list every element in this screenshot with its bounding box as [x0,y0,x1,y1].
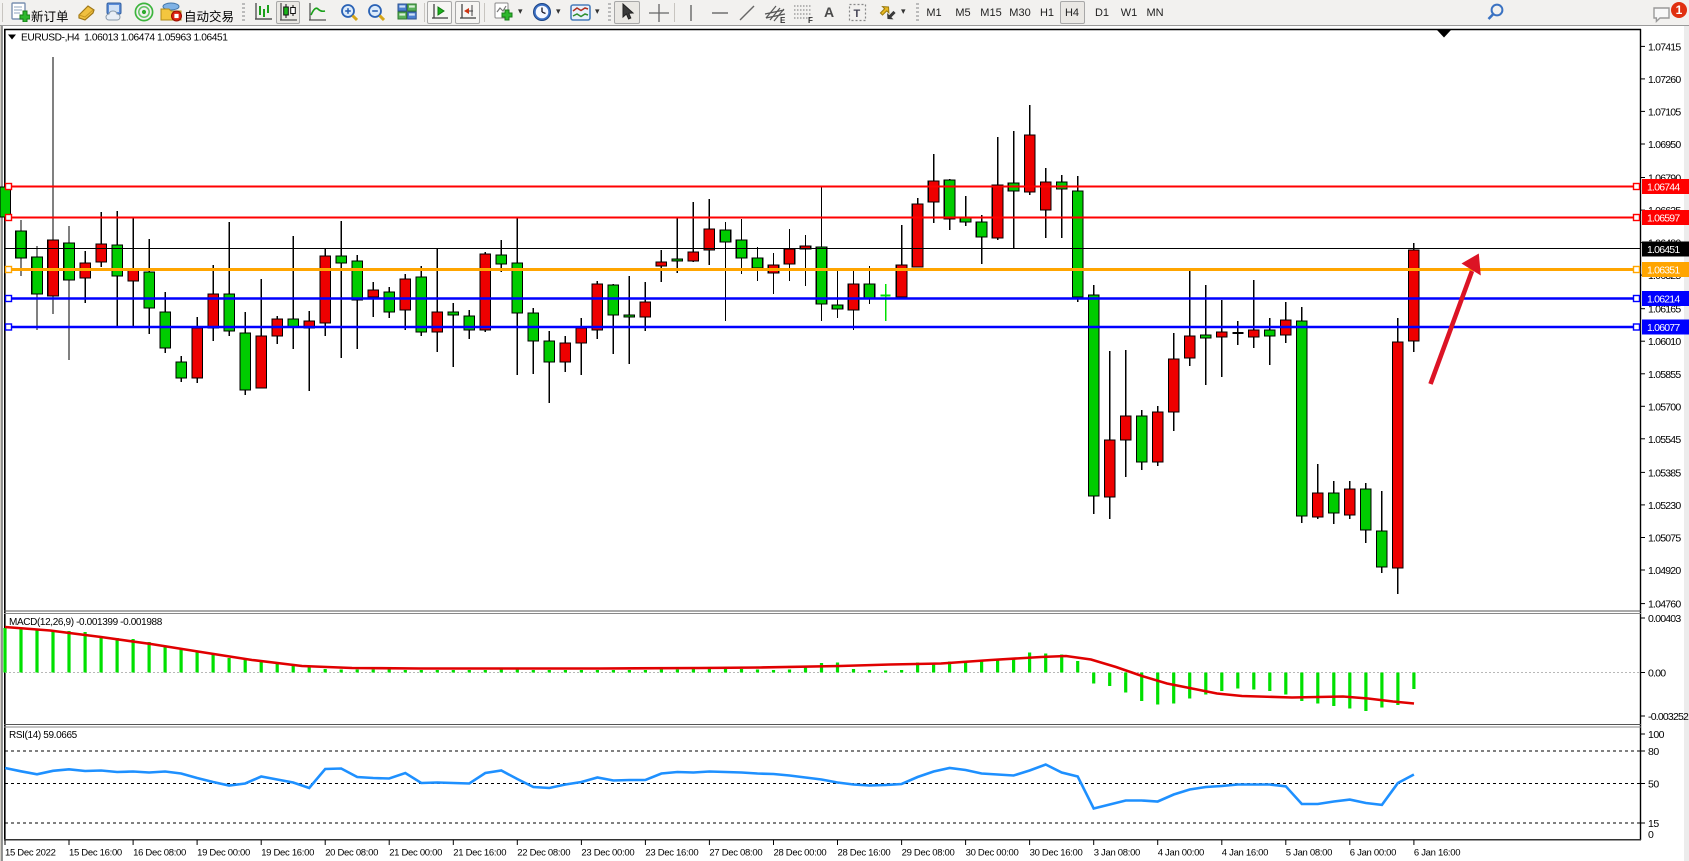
svg-text:1.05230: 1.05230 [1648,500,1681,512]
svg-text:16 Dec 08:00: 16 Dec 08:00 [133,848,186,859]
svg-text:1.06165: 1.06165 [1648,304,1681,316]
svg-text:E: E [780,16,786,24]
svg-text:T: T [854,8,861,20]
svg-text:1.06010: 1.06010 [1648,336,1681,348]
svg-text:28 Dec 16:00: 28 Dec 16:00 [838,848,891,859]
svg-text:5 Jan 08:00: 5 Jan 08:00 [1286,848,1332,859]
svg-text:6 Jan 00:00: 6 Jan 00:00 [1350,848,1396,859]
svg-text:3 Jan 08:00: 3 Jan 08:00 [1094,848,1140,859]
svg-text:MACD(12,26,9) -0.001399 -0.001: MACD(12,26,9) -0.001399 -0.001988 [9,617,163,628]
svg-text:6 Jan 16:00: 6 Jan 16:00 [1414,848,1460,859]
svg-text:F: F [808,16,813,24]
svg-text:19 Dec 16:00: 19 Dec 16:00 [261,848,314,859]
svg-text:100: 100 [1648,729,1665,741]
svg-text:0.00403: 0.00403 [1648,613,1681,625]
svg-text:21 Dec 16:00: 21 Dec 16:00 [453,848,506,859]
svg-text:4 Jan 00:00: 4 Jan 00:00 [1158,848,1204,859]
svg-text:19 Dec 00:00: 19 Dec 00:00 [197,848,250,859]
svg-text:1.05700: 1.05700 [1648,401,1681,413]
svg-text:21 Dec 00:00: 21 Dec 00:00 [389,848,442,859]
svg-text:EURUSD-,H4 1.06013 1.06474 1.: EURUSD-,H4 1.06013 1.06474 1.05963 1.064… [21,33,228,44]
svg-text:1.05855: 1.05855 [1648,369,1681,381]
svg-text:1.05545: 1.05545 [1648,434,1681,446]
svg-text:1.06077: 1.06077 [1647,322,1680,334]
svg-text:1.06597: 1.06597 [1647,213,1680,225]
svg-text:23 Dec 00:00: 23 Dec 00:00 [581,848,634,859]
svg-text:4 Jan 16:00: 4 Jan 16:00 [1222,848,1268,859]
svg-text:0.00: 0.00 [1648,668,1666,680]
svg-text:20 Dec 08:00: 20 Dec 08:00 [325,848,378,859]
svg-text:1.07415: 1.07415 [1648,41,1681,53]
svg-text:1.07260: 1.07260 [1648,74,1681,86]
svg-text:RSI(14) 59.0665: RSI(14) 59.0665 [9,730,78,741]
svg-text:28 Dec 00:00: 28 Dec 00:00 [774,848,827,859]
svg-text:23 Dec 16:00: 23 Dec 16:00 [645,848,698,859]
svg-text:80: 80 [1648,746,1659,758]
svg-text:50: 50 [1648,779,1659,791]
svg-text:30 Dec 16:00: 30 Dec 16:00 [1030,848,1083,859]
svg-text:-0.003252: -0.003252 [1648,711,1689,723]
svg-text:1.07105: 1.07105 [1648,106,1681,118]
svg-text:1.06950: 1.06950 [1648,139,1681,151]
svg-text:1.05385: 1.05385 [1648,467,1681,479]
svg-text:15 Dec 2022: 15 Dec 2022 [5,848,56,859]
svg-text:22 Dec 08:00: 22 Dec 08:00 [517,848,570,859]
svg-text:1.05075: 1.05075 [1648,533,1681,545]
svg-text:1.06214: 1.06214 [1647,294,1680,306]
svg-text:29 Dec 08:00: 29 Dec 08:00 [902,848,955,859]
svg-text:1.06351: 1.06351 [1647,265,1680,277]
svg-text:15 Dec 16:00: 15 Dec 16:00 [69,848,122,859]
svg-text:30 Dec 00:00: 30 Dec 00:00 [966,848,1019,859]
svg-text:27 Dec 08:00: 27 Dec 08:00 [709,848,762,859]
svg-text:1.04920: 1.04920 [1648,565,1681,577]
svg-text:1.06744: 1.06744 [1647,182,1680,194]
svg-text:1.04760: 1.04760 [1648,599,1681,611]
svg-text:0: 0 [1648,829,1654,841]
svg-text:1.06451: 1.06451 [1647,244,1680,256]
svg-text:15: 15 [1648,818,1659,830]
